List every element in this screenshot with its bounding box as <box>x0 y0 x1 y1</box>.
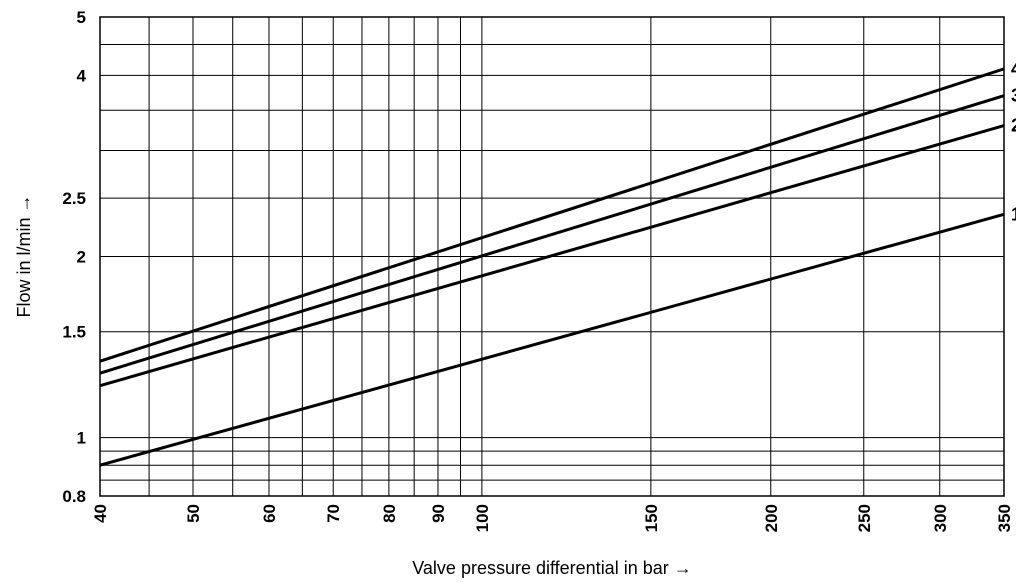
y-axis-label: Flow in l/min → <box>14 194 34 317</box>
plot-frame <box>99 16 1005 497</box>
y-tick-label: 2.5 <box>62 189 86 208</box>
series-line-4 <box>99 67 1005 363</box>
x-tick-label: 100 <box>473 504 492 532</box>
series-label-2: 2 <box>1011 116 1016 136</box>
x-tick-label: 60 <box>260 504 279 523</box>
x-tick-label: 350 <box>995 504 1014 532</box>
x-axis-ticks: 40 50 60 70 80 90 100 150 200 250 300 350 <box>91 504 1014 532</box>
x-tick-label: 150 <box>642 504 661 532</box>
x-axis-label: Valve pressure differential in bar → <box>412 558 691 578</box>
y-tick-label: 2 <box>77 248 86 267</box>
x-tick-label: 90 <box>429 504 448 523</box>
series-line-1 <box>99 212 1005 467</box>
series-label-1: 1 <box>1011 204 1016 224</box>
x-tick-label: 250 <box>855 504 874 532</box>
y-tick-label: 4 <box>77 66 87 85</box>
y-tick-label: 5 <box>77 8 86 27</box>
y-axis-ticks: 0.8 1 1.5 2 2.5 4 5 <box>62 8 86 506</box>
x-tick-label: 70 <box>324 504 343 523</box>
series-label-3: 3 <box>1011 86 1016 106</box>
series-labels: 1 2 3 4 <box>1011 59 1016 224</box>
x-tick-label: 300 <box>931 504 950 532</box>
x-tick-label: 200 <box>762 504 781 532</box>
y-tick-label: 1.5 <box>62 323 86 342</box>
series-label-4: 4 <box>1011 59 1016 79</box>
x-tick-label: 50 <box>184 504 203 523</box>
series-line-2 <box>99 124 1005 388</box>
x-tick-label: 40 <box>91 504 110 523</box>
series-lines <box>99 67 1005 467</box>
x-tick-label: 80 <box>380 504 399 523</box>
y-tick-label: 0.8 <box>62 487 86 506</box>
series-line-3 <box>99 94 1005 375</box>
y-tick-label: 1 <box>77 429 86 448</box>
